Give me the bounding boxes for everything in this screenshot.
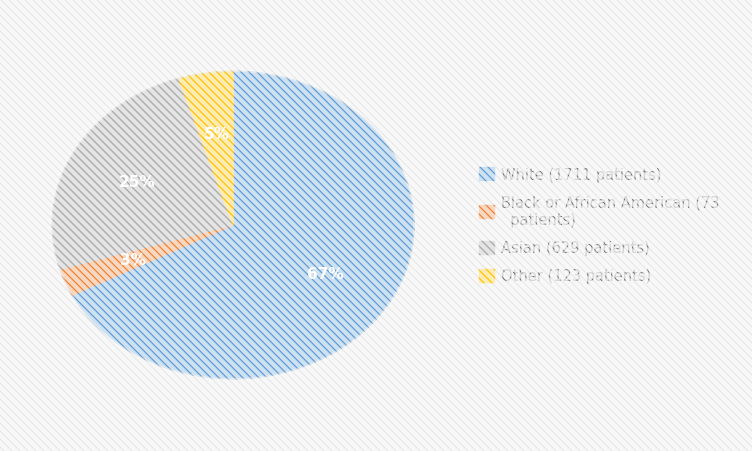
Polygon shape (53, 79, 233, 270)
Text: 3%: 3% (120, 253, 145, 267)
Text: 67%: 67% (308, 266, 344, 281)
Polygon shape (179, 72, 233, 225)
Polygon shape (60, 226, 233, 295)
Polygon shape (72, 72, 414, 379)
Text: 5%: 5% (204, 127, 229, 142)
Legend: White (1711 patients), Black or African American (73
  patients), Asian (629 pat: White (1711 patients), Black or African … (479, 167, 720, 284)
Text: 25%: 25% (119, 175, 156, 190)
